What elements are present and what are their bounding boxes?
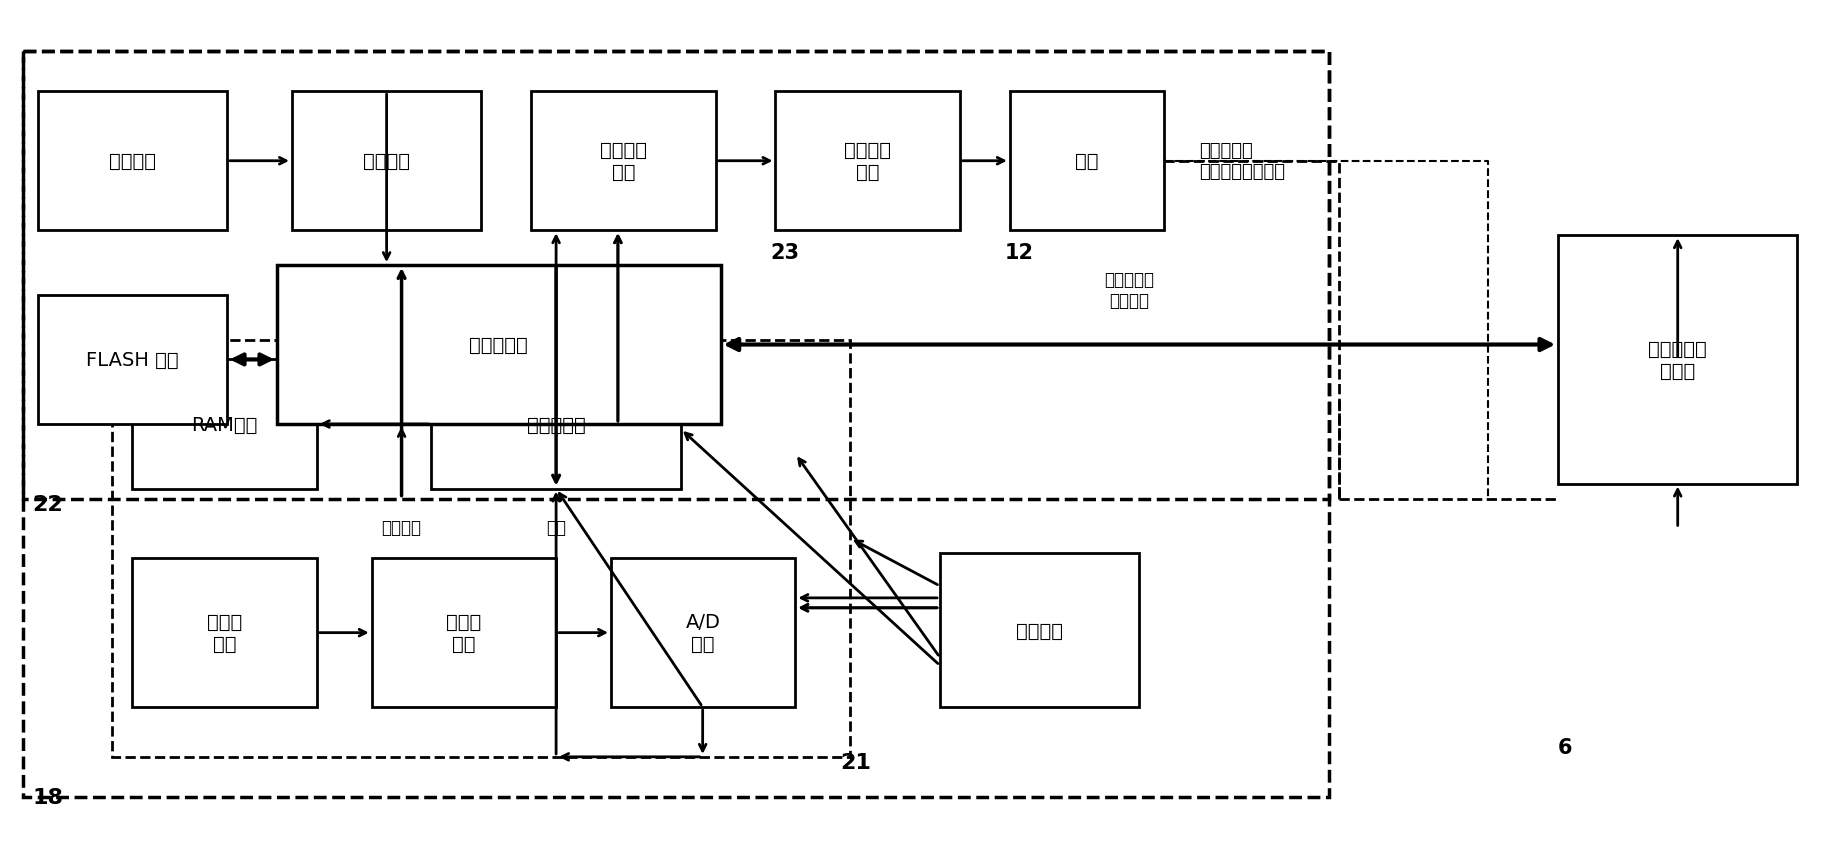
Bar: [278, 266, 721, 424]
Text: 6: 6: [1558, 737, 1572, 757]
Bar: [430, 360, 680, 489]
Bar: [531, 92, 715, 231]
Text: 12: 12: [1004, 243, 1034, 262]
Text: 中央处理器: 中央处理器: [526, 415, 585, 434]
Text: 23: 23: [771, 243, 798, 262]
Text: 22: 22: [33, 494, 63, 514]
Bar: [37, 296, 226, 424]
Text: 放大、
滤波: 放大、 滤波: [447, 613, 482, 653]
Text: 21: 21: [840, 752, 870, 772]
Bar: [22, 52, 1328, 797]
Bar: [940, 554, 1138, 707]
Text: 实时时钟: 实时时钟: [362, 152, 410, 171]
Bar: [37, 92, 226, 231]
Text: 电源模块: 电源模块: [1015, 621, 1063, 640]
Text: 18: 18: [33, 786, 64, 807]
Bar: [132, 558, 316, 707]
Text: 仪器出井后
电缆传输: 仪器出井后 电缆传输: [1103, 271, 1153, 310]
Text: A/D
转换: A/D 转换: [686, 613, 721, 653]
Text: 钻杆、地层
构成电磁传感信道: 钻杆、地层 构成电磁传感信道: [1199, 142, 1284, 181]
Bar: [1558, 236, 1797, 484]
Bar: [22, 52, 1328, 499]
Text: 功率放大
装置: 功率放大 装置: [600, 141, 647, 182]
Text: FLASH 存储: FLASH 存储: [86, 350, 178, 370]
Text: 脉冲变压
装置: 脉冲变压 装置: [844, 141, 890, 182]
Bar: [132, 360, 316, 489]
Bar: [292, 92, 482, 231]
Text: RAM缓存: RAM缓存: [191, 415, 257, 434]
Bar: [371, 558, 555, 707]
Text: 天线: 天线: [1074, 152, 1098, 171]
Bar: [1010, 92, 1164, 231]
Bar: [774, 92, 960, 231]
Text: 中央处理器: 中央处理器: [469, 336, 528, 354]
Text: 三轴加
速度: 三轴加 速度: [206, 613, 243, 653]
Bar: [611, 558, 794, 707]
Text: 保护电路: 保护电路: [109, 152, 156, 171]
Text: 指令: 指令: [546, 519, 566, 537]
Text: 地面数据回
放平台: 地面数据回 放平台: [1648, 340, 1707, 381]
Bar: [112, 340, 850, 757]
Text: 测量数据: 测量数据: [381, 519, 421, 537]
